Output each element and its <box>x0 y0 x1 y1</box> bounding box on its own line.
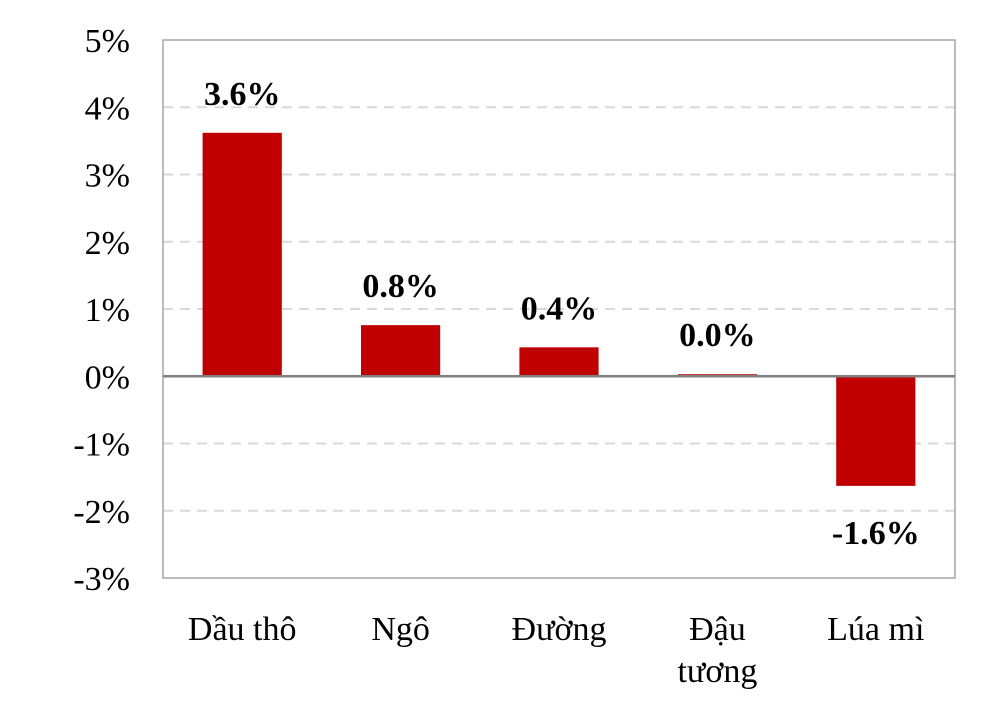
category-label: Dầu thô <box>188 611 297 648</box>
category-label: Lúa mì <box>827 611 924 648</box>
data-labels: 3.6% 0.8% 0.4% 0.0% -1.6% <box>204 76 920 552</box>
y-tick-label: 3% <box>85 158 130 195</box>
category-label: Đường <box>512 611 607 648</box>
y-tick-label: 5% <box>85 23 130 60</box>
bar <box>519 347 599 377</box>
y-tick-label: 2% <box>85 225 130 262</box>
y-tick-label: 4% <box>85 90 130 127</box>
data-label: 0.4% <box>521 290 598 327</box>
category-label: Ngô <box>371 611 430 648</box>
y-tick-label: 0% <box>85 359 130 396</box>
data-label: 3.6% <box>204 76 281 113</box>
grid-lines <box>163 106 955 512</box>
plot-frame <box>162 39 956 579</box>
category-labels: Dầu thô Ngô Đường Đậu tương Lúa mì <box>188 611 925 690</box>
y-axis-tick-labels: 5% 4% 3% 2% 1% 0% -1% -2% -3% <box>73 23 130 598</box>
y-tick-label: -3% <box>73 561 130 598</box>
y-tick-label: 1% <box>85 292 130 329</box>
data-label: -1.6% <box>832 515 920 552</box>
bar <box>836 376 916 486</box>
category-label: Đậu tương <box>677 611 757 690</box>
bar <box>361 325 441 377</box>
bar <box>202 132 282 377</box>
data-label: 0.0% <box>679 317 756 354</box>
y-tick-label: -1% <box>73 427 130 464</box>
y-tick-label: -2% <box>73 494 130 531</box>
data-label: 0.8% <box>362 268 439 305</box>
